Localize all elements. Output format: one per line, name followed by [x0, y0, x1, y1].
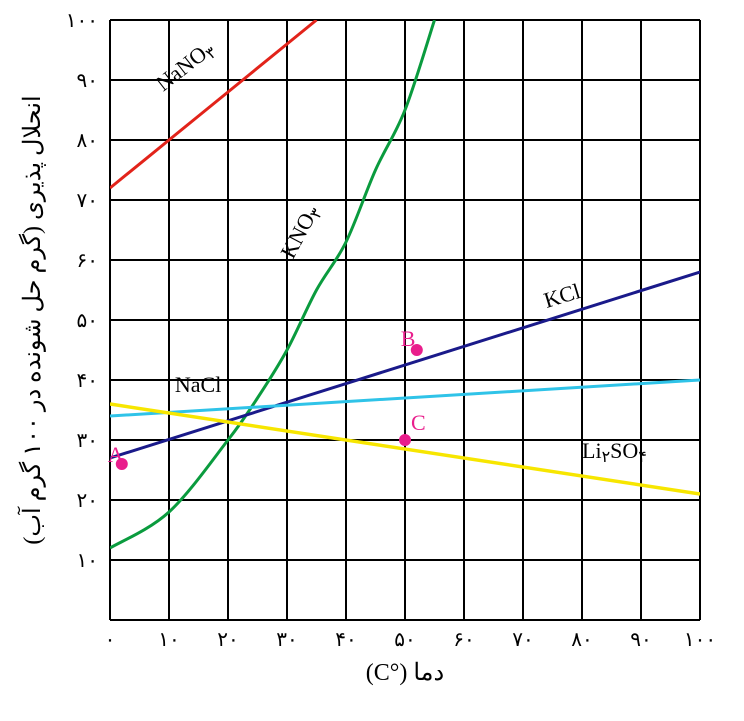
ytick-8: ۸۰ [77, 130, 98, 152]
xtick-8: ۸۰ [571, 629, 592, 651]
marker-label-A: A [108, 442, 124, 467]
xtick-9: ۹۰ [630, 629, 651, 651]
xtick-6: ۶۰ [453, 629, 474, 651]
solubility-chart: NaNO۳KNO۳KClNaClLi۲SO۴ABC۰۱۰۲۰۳۰۴۰۵۰۶۰۷۰… [0, 0, 744, 721]
marker-label-C: C [411, 410, 426, 435]
xtick-1: ۱۰ [158, 629, 179, 651]
xtick-0: ۰ [105, 629, 116, 651]
svg-text:NaCl: NaCl [175, 372, 221, 397]
chart-svg: NaNO۳KNO۳KClNaClLi۲SO۴ABC۰۱۰۲۰۳۰۴۰۵۰۶۰۷۰… [0, 0, 744, 721]
ytick-7: ۷۰ [77, 190, 98, 212]
x-axis-label: دما (°C) [366, 660, 444, 686]
xtick-5: ۵۰ [394, 629, 415, 651]
series-label-Li2SO4: Li۲SO۴ [582, 438, 647, 466]
svg-text:Li۲SO۴: Li۲SO۴ [582, 438, 647, 466]
xtick-2: ۲۰ [217, 629, 238, 651]
ytick-10: ۱۰۰ [66, 10, 98, 32]
xtick-10: ۱۰۰ [684, 629, 716, 651]
xtick-3: ۳۰ [276, 629, 297, 651]
ytick-2: ۲۰ [77, 490, 98, 512]
series-label-NaCl: NaCl [175, 372, 221, 397]
marker-label-B: B [401, 326, 416, 351]
ytick-4: ۴۰ [77, 370, 98, 392]
xtick-4: ۴۰ [335, 629, 356, 651]
xtick-7: ۷۰ [512, 629, 533, 651]
ytick-3: ۳۰ [77, 430, 98, 452]
ytick-5: ۵۰ [77, 310, 98, 332]
ytick-9: ۹۰ [77, 70, 98, 92]
y-axis-label: انحلال پذیری (گرم حل شونده در ۱۰۰ گرم آب… [17, 95, 46, 544]
ytick-6: ۶۰ [77, 250, 98, 272]
marker-C [399, 434, 411, 446]
ytick-1: ۱۰ [77, 550, 98, 572]
